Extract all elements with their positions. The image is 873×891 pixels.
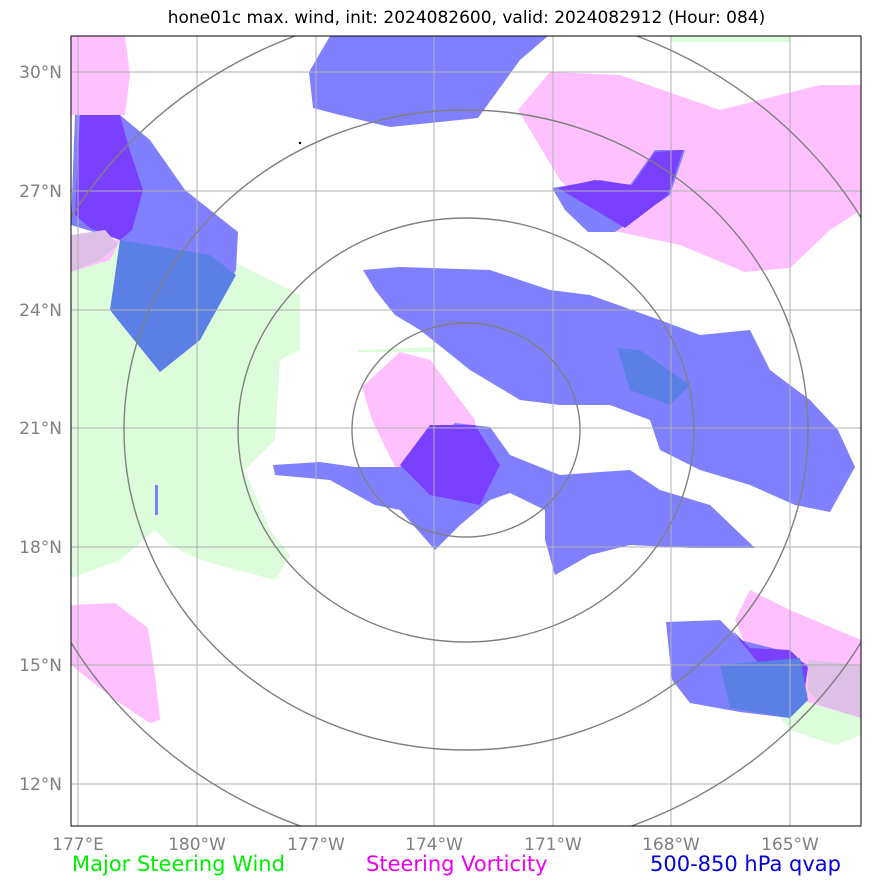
lat-tick-labels: 30°N 27°N 24°N 21°N 18°N 15°N 12°N [19, 63, 62, 795]
lon-tick: 180°W [168, 835, 226, 855]
lat-tick: 24°N [19, 301, 62, 321]
lat-tick: 21°N [19, 419, 62, 439]
legend-steering-wind: Major Steering Wind [72, 852, 285, 876]
plot-frame [70, 35, 862, 827]
range-rings [71, 36, 861, 826]
lon-tick: 171°W [524, 835, 582, 855]
lat-tick: 27°N [19, 182, 62, 202]
lon-tick: 174°W [405, 835, 463, 855]
lat-tick: 12°N [19, 775, 62, 795]
lat-tick: 30°N [19, 63, 62, 83]
lat-lon-grid [71, 36, 861, 826]
lon-tick: 165°W [761, 835, 819, 855]
lat-tick: 18°N [19, 538, 62, 558]
lon-tick: 168°W [642, 835, 700, 855]
lon-tick: 177°E [52, 835, 104, 855]
map-title: hone01c max. wind, init: 2024082600, val… [167, 8, 766, 28]
legend-qvap: 500-850 hPa qvap [650, 852, 841, 876]
lon-tick: 177°W [287, 835, 345, 855]
legend-steering-vorticity: Steering Vorticity [366, 852, 548, 876]
storm-marker-dot [298, 141, 302, 145]
lon-tick-labels: 177°E 180°W 177°W 174°W 171°W 168°W 165°… [52, 835, 819, 855]
lat-tick: 15°N [19, 656, 62, 676]
